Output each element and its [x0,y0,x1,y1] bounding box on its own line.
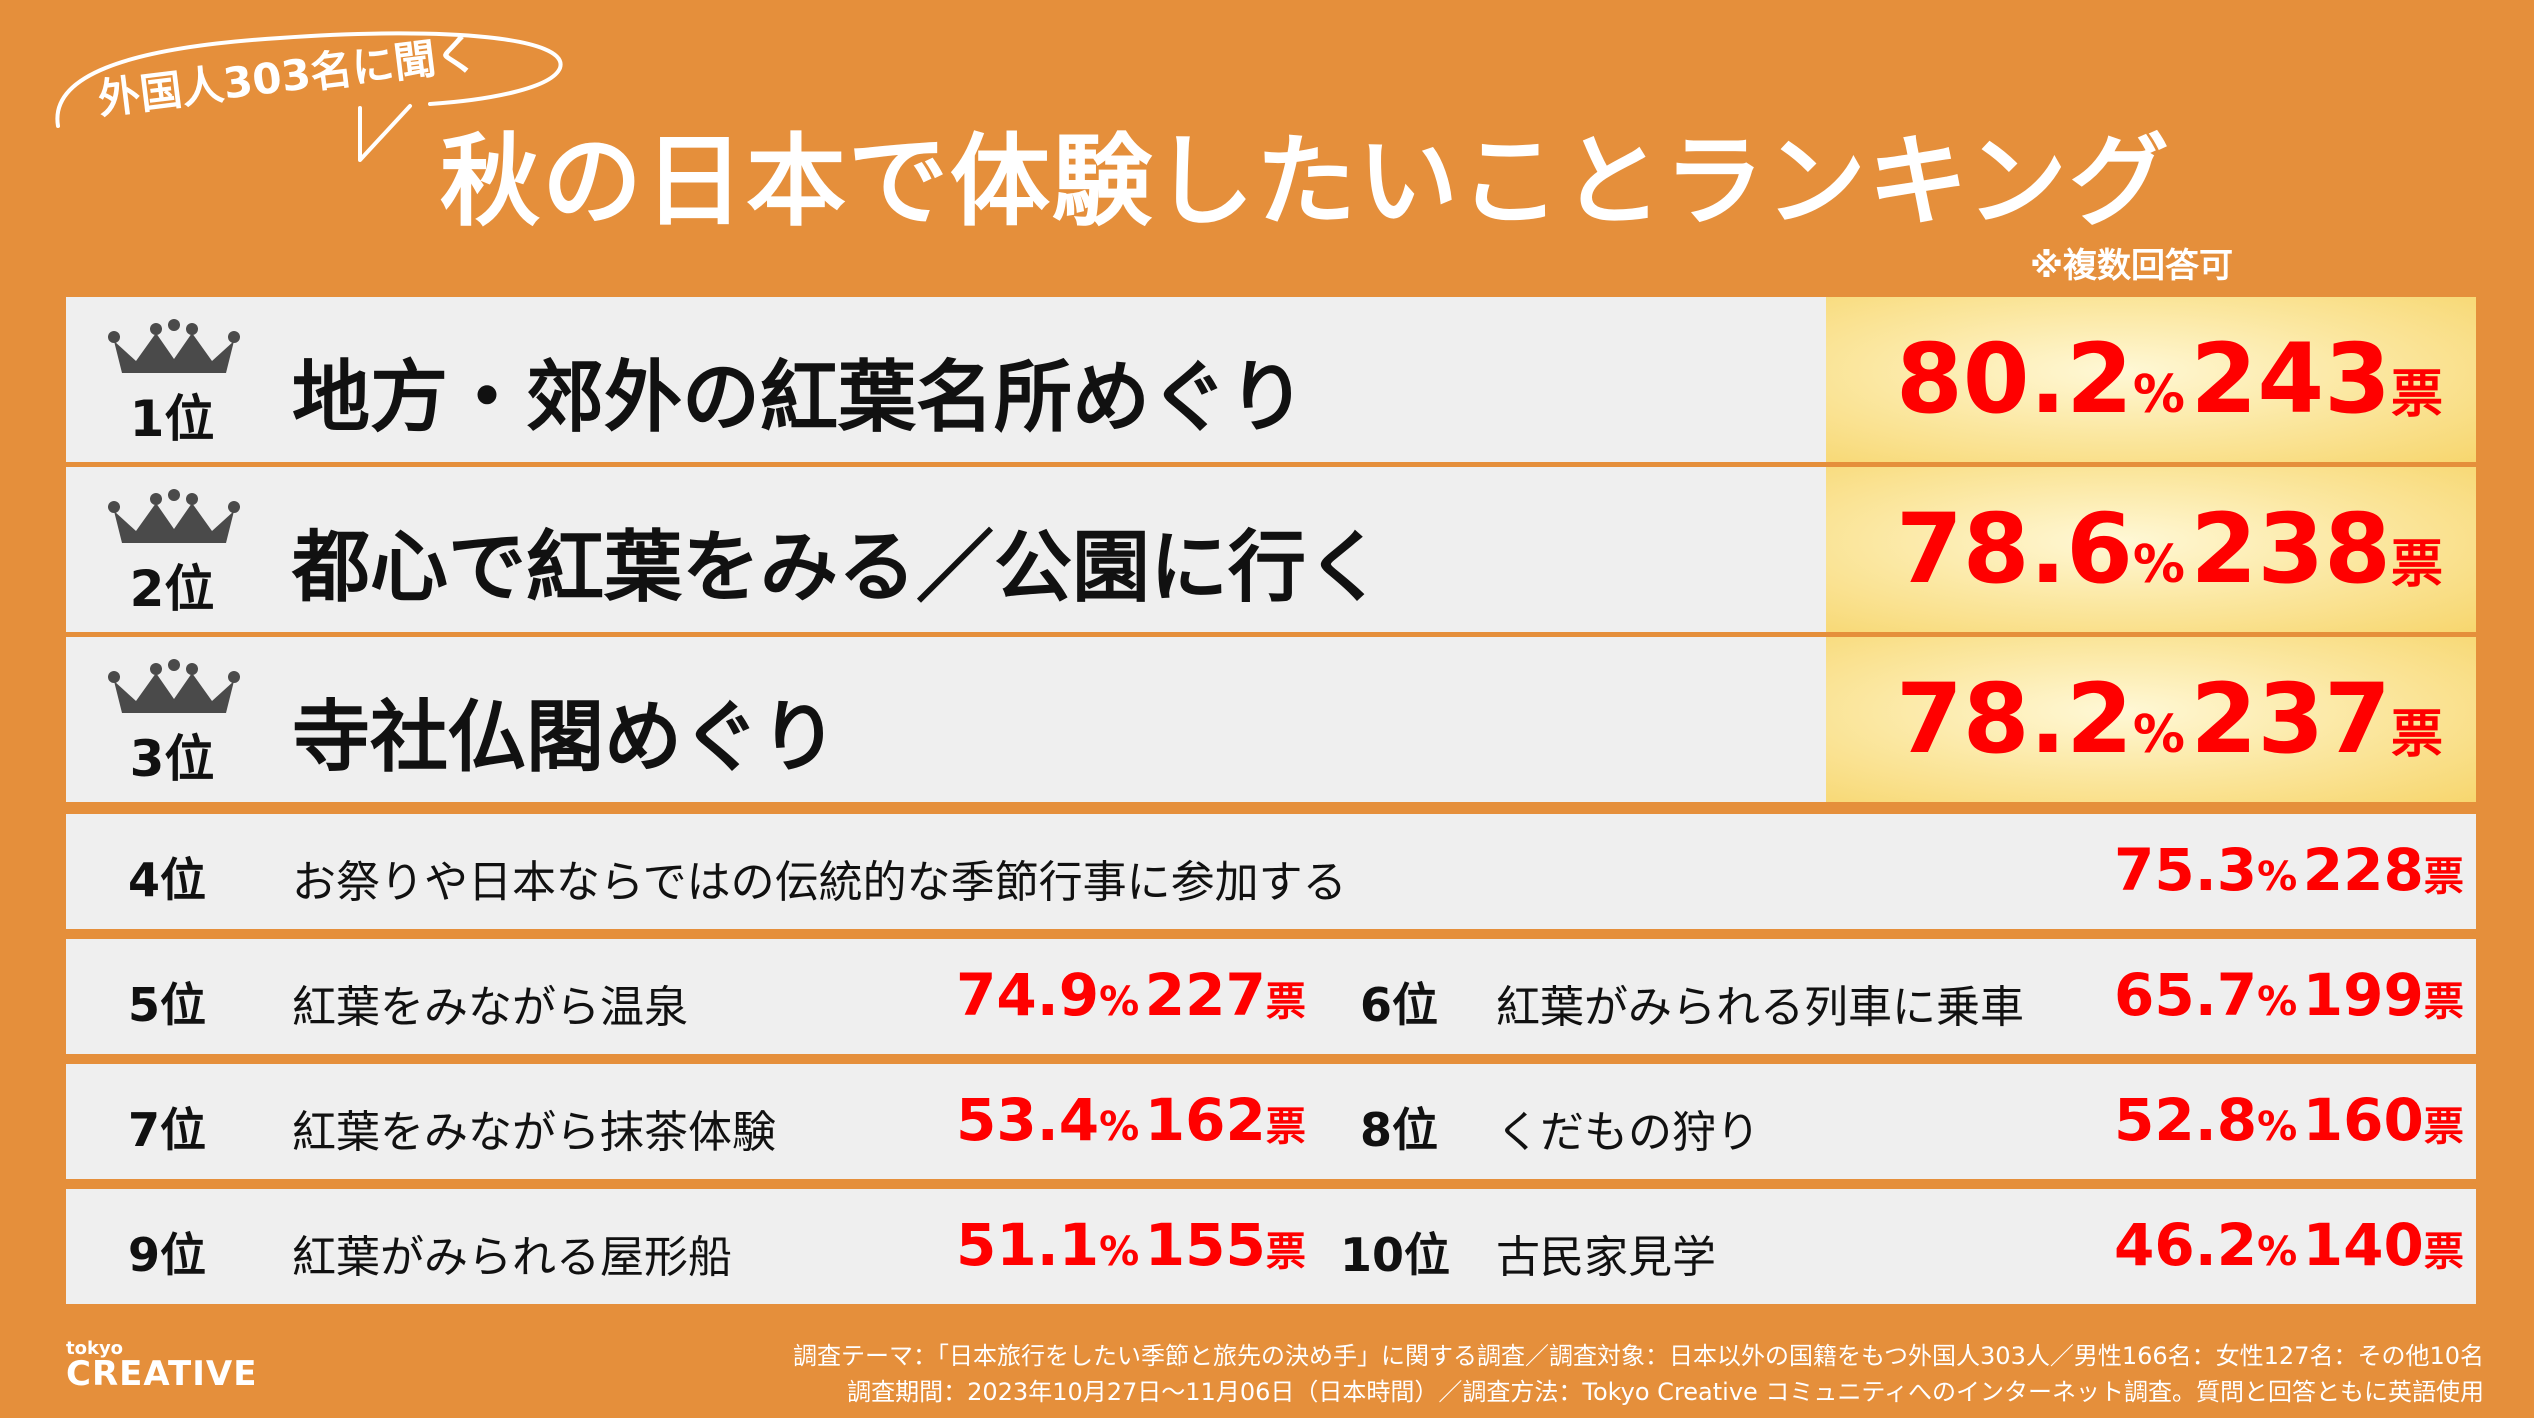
item-label: 古民家見学 [1496,1232,1716,1283]
logo: CREATIVE [66,1354,258,1394]
item-label: お祭りや日本ならではの伝統的な季節行事に参加する [292,857,1347,908]
page-title: 秋の日本で体験したいことランキング [440,123,2171,240]
rank-label: 10位 [1340,1228,1451,1282]
rank-label: 2位 [129,560,215,618]
rank-label: 8位 [1360,1103,1439,1157]
value: 46.2% 140票 [2114,1211,2464,1279]
rank-label: 9位 [128,1228,207,1282]
header-bubble: 外国人303名に聞く [30,18,590,168]
rank-label: 1位 [129,390,215,448]
value-panel: 78.6% 238票 [1826,467,2476,632]
rank-label: 5位 [128,978,207,1032]
item-label: 寺社仏閣めぐり [292,693,839,783]
value: 52.8% 160票 [2114,1086,2464,1154]
value: 74.9% 227票 [956,961,1306,1029]
item-label: 紅葉をみながら抹茶体験 [292,1107,776,1158]
ranking-row-9-10: 9位 紅葉がみられる屋形船 51.1% 155票 10位 古民家見学 46.2%… [66,1189,2476,1304]
crown-icon [108,489,240,543]
value: 80.2% 243票 [1896,323,2443,435]
ranking-row-7-8: 7位 紅葉をみながら抹茶体験 53.4% 162票 8位 くだもの狩り 52.8… [66,1064,2476,1179]
crown-icon [108,659,240,713]
ranking-row-3: 3位 寺社仏閣めぐり 78.2% 237票 [66,637,2476,802]
rank-label: 7位 [128,1103,207,1157]
value: 78.6% 238票 [1896,493,2443,605]
multiple-answer-note: ※複数回答可 [2030,246,2234,286]
value: 65.7% 199票 [2114,961,2464,1029]
value: 75.3% 228票 [2114,836,2464,904]
item-label: 都心で紅葉をみる／公園に行く [292,523,1385,613]
item-label: 地方・郊外の紅葉名所めぐり [292,353,1307,443]
rank-label: 4位 [128,853,207,907]
item-label: 紅葉がみられる列車に乗車 [1496,982,2024,1033]
value-panel: 78.2% 237票 [1826,637,2476,802]
value: 51.1% 155票 [956,1211,1306,1279]
value: 53.4% 162票 [956,1086,1306,1154]
ranking-row-1: 1位 地方・郊外の紅葉名所めぐり 80.2% 243票 [66,297,2476,462]
item-label: 紅葉がみられる屋形船 [292,1232,732,1283]
rank-label: 6位 [1360,978,1439,1032]
survey-info-line-1: 調査テーマ：「日本旅行をしたい季節と旅先の決め手」に関する調査／調査対象：日本以… [793,1342,2484,1370]
speech-bubble-icon [55,31,563,162]
logo-small-text: tokyo [66,1338,124,1359]
value-panel: 80.2% 243票 [1826,297,2476,462]
crown-icon [108,319,240,373]
item-label: くだもの狩り [1496,1107,1760,1158]
rank-label: 3位 [129,730,215,788]
ranking-row-2: 2位 都心で紅葉をみる／公園に行く 78.6% 238票 [66,467,2476,632]
value: 78.2% 237票 [1896,663,2443,775]
ranking-row-4: 4位 お祭りや日本ならではの伝統的な季節行事に参加する 75.3% 228票 [66,814,2476,929]
ranking-row-5-6: 5位 紅葉をみながら温泉 74.9% 227票 6位 紅葉がみられる列車に乗車 … [66,939,2476,1054]
survey-info-line-2: 調査期間：2023年10月27日〜11月06日（日本時間）／調査方法：Tokyo… [847,1378,2484,1406]
item-label: 紅葉をみながら温泉 [292,982,688,1033]
